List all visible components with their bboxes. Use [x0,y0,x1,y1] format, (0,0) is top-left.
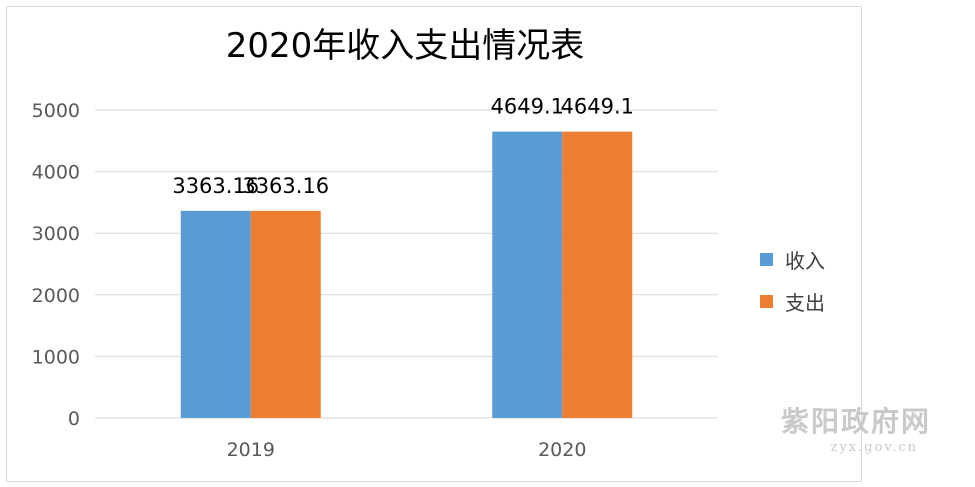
legend-item-income: 收入 [760,238,825,280]
watermark-title: 紫阳政府网 [780,405,931,438]
bar-expense-2019 [250,210,321,418]
data-label: 3363.16 [172,174,259,198]
bar-income-2019 [180,210,251,418]
data-label: 3363.16 [242,174,329,198]
y-tick-label: 5000 [32,100,80,122]
legend: 收入 支出 [760,238,825,322]
bar-expense-2020 [562,131,633,419]
legend-item-expense: 支出 [760,280,825,322]
data-label: 4649.1 [491,95,564,119]
bar-income-2020 [492,131,563,419]
legend-swatch-expense [760,294,773,308]
x-category-label: 2020 [538,439,586,461]
legend-swatch-income [760,252,773,266]
y-tick-label: 1000 [32,346,80,368]
chart-frame [6,6,862,482]
y-tick-label: 3000 [32,223,80,245]
y-tick-label: 0 [68,408,80,430]
x-category-label: 2019 [227,439,275,461]
bars [180,131,633,419]
y-tick-label: 4000 [32,162,80,184]
y-axis-ticks: 0 1000 2000 3000 4000 5000 [32,100,80,430]
watermark-url: zyx.gov.cn [830,440,918,455]
y-tick-label: 2000 [32,285,80,307]
chart-title: 2020年收入支出情况表 [225,26,585,66]
data-label: 4649.1 [561,95,634,119]
legend-label-income: 收入 [785,248,825,273]
legend-label-expense: 支出 [785,290,825,315]
x-axis-categories: 2019 2020 [227,439,587,461]
watermark: 紫阳政府网 zyx.gov.cn [776,404,936,455]
